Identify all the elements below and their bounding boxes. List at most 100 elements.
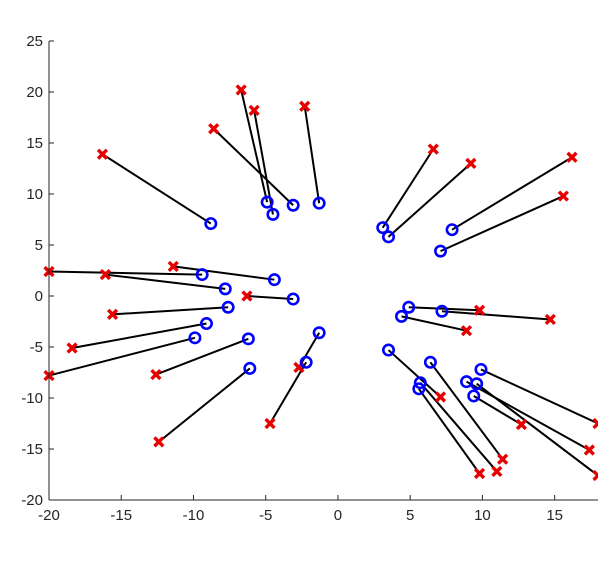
x-tick-label: 10 (474, 507, 491, 524)
cross-marker (566, 151, 578, 163)
cross-stroke (583, 444, 595, 456)
cross-stroke (566, 151, 578, 163)
cross-marker (592, 469, 598, 482)
connector-line (158, 367, 251, 443)
cross-stroke (167, 260, 179, 273)
y-tick-label: -10 (21, 390, 43, 407)
cross-marker (235, 84, 247, 96)
y-tick-label: -5 (30, 339, 43, 356)
connector-line (387, 349, 442, 398)
cross-marker (208, 123, 220, 135)
circle-marker (412, 382, 426, 396)
cross-marker (167, 260, 179, 273)
cross-marker (491, 465, 503, 478)
cross-marker (460, 325, 473, 337)
y-tick-label: 15 (26, 135, 43, 152)
circle-marker (467, 389, 481, 403)
cross-stroke (544, 313, 556, 326)
circle-marker (241, 332, 255, 346)
cross-stroke (241, 290, 253, 302)
cross-marker (465, 157, 477, 170)
circle-marker (286, 198, 300, 212)
connector-line (155, 337, 249, 376)
circle-marker (470, 377, 484, 391)
circle-marker (460, 375, 474, 389)
cross-stroke (434, 391, 447, 403)
cross-stroke (592, 421, 598, 430)
cross-stroke (106, 308, 119, 320)
cross-stroke (592, 473, 598, 482)
connector-line (429, 361, 504, 460)
connector-line (408, 306, 480, 312)
circle-marker (312, 196, 326, 210)
cross-marker (299, 100, 311, 112)
connector-line (387, 162, 472, 238)
cross-marker (515, 418, 528, 431)
cross-marker (592, 417, 598, 430)
x-tick-label: 15 (546, 507, 563, 524)
x-tick-label: 0 (334, 507, 342, 524)
cross-marker (99, 268, 111, 281)
circle-marker (260, 195, 274, 209)
circle-marker (266, 207, 280, 221)
circle-marker (382, 230, 396, 244)
connector-line (419, 382, 498, 473)
circle-marker (434, 244, 448, 258)
connector-line (476, 382, 598, 477)
connector-line (105, 273, 226, 290)
cross-stroke (491, 465, 503, 478)
cross-marker (106, 308, 119, 320)
connector-line (112, 306, 229, 316)
circle-marker (402, 300, 416, 314)
connector-line (213, 127, 294, 206)
cross-stroke (515, 418, 528, 431)
cross-marker (497, 453, 509, 465)
cross-marker (473, 467, 486, 480)
connector-line (381, 148, 435, 229)
cross-marker (544, 313, 556, 326)
circle-marker (376, 221, 390, 235)
circle-marker (299, 355, 313, 369)
cross-marker (473, 304, 486, 316)
circle-marker (199, 317, 213, 331)
cross-stroke (299, 100, 311, 112)
circle-marker (286, 292, 300, 306)
cross-stroke (592, 417, 598, 426)
cross-marker (264, 417, 276, 430)
circle-marker (204, 217, 218, 231)
cross-marker (153, 436, 165, 448)
cross-stroke (264, 417, 276, 430)
cross-marker (557, 190, 569, 202)
cross-stroke (592, 469, 598, 478)
connector-line (173, 265, 275, 281)
connector-line (473, 395, 522, 426)
y-tick-label: -15 (21, 441, 43, 458)
connector-line (71, 322, 207, 350)
connector-line (401, 315, 467, 332)
x-tick-label: -15 (110, 507, 132, 524)
x-tick-label: 5 (406, 507, 414, 524)
cross-marker (241, 290, 253, 302)
connector-line (298, 332, 321, 368)
cross-stroke (96, 148, 109, 160)
y-tick-label: 25 (26, 33, 43, 50)
cross-marker (434, 391, 447, 403)
cross-marker (248, 104, 260, 116)
circle-marker (382, 343, 396, 357)
cross-stroke (208, 123, 220, 135)
connector-line (466, 380, 590, 451)
circle-marker (218, 282, 232, 296)
circle-marker (474, 362, 488, 376)
connector-line (451, 156, 573, 231)
cross-marker (96, 148, 109, 160)
y-tick-label: 5 (35, 237, 43, 254)
cross-marker (66, 342, 78, 354)
circle-marker (221, 300, 235, 314)
y-tick-label: 10 (26, 186, 43, 203)
connector-line (480, 368, 598, 425)
cross-stroke (460, 325, 473, 337)
circle-marker (195, 268, 209, 282)
connector-line (418, 388, 481, 475)
segments-layer (48, 89, 598, 477)
